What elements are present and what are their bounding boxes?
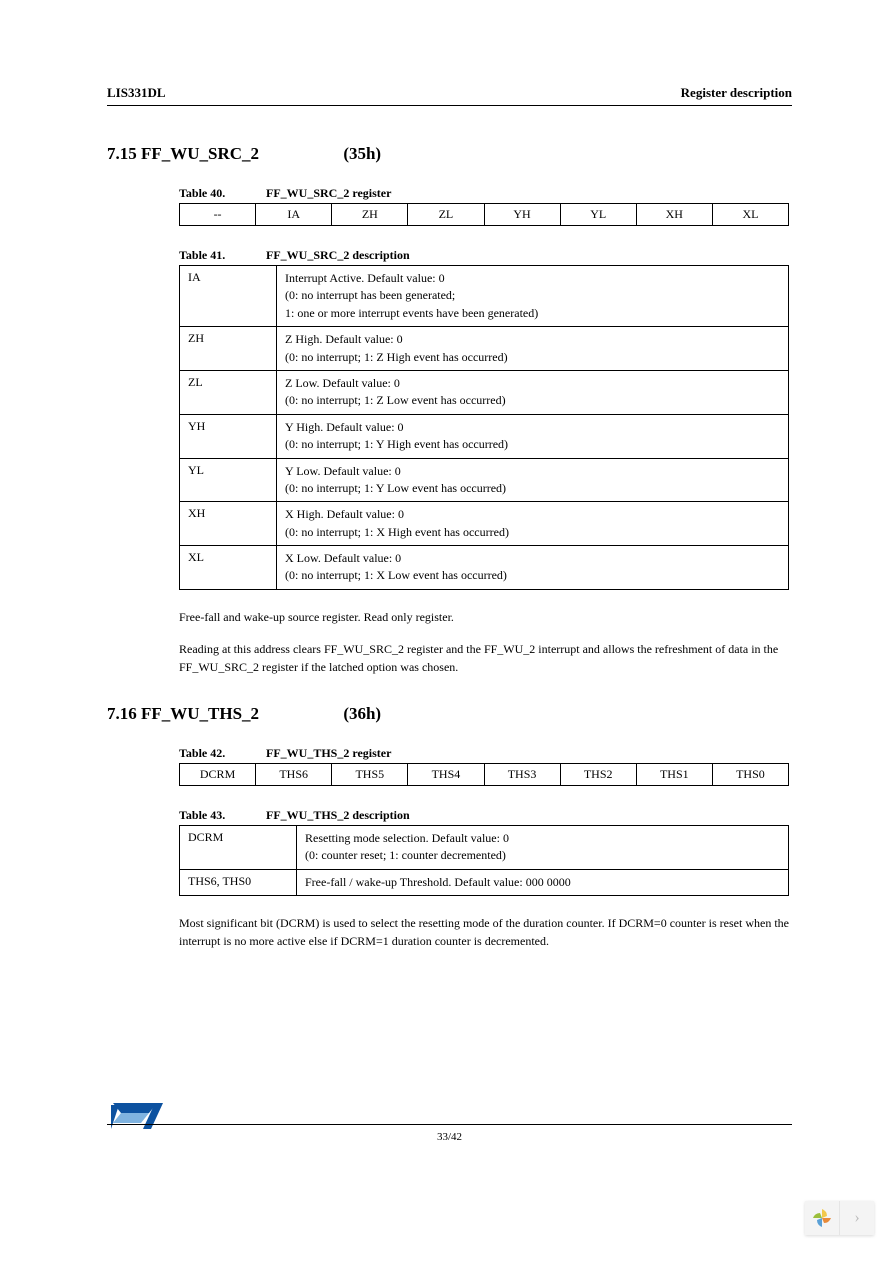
- table-caption-title: FF_WU_THS_2 register: [266, 746, 391, 760]
- page: LIS331DL Register description 7.15 FF_WU…: [0, 0, 892, 1263]
- table-caption-title: FF_WU_SRC_2 register: [266, 186, 391, 200]
- bit-cell: XH: [636, 204, 712, 226]
- section-num: 7.15: [107, 144, 137, 163]
- table-row: YH Y High. Default value: 0 (0: no inter…: [180, 414, 789, 458]
- bit-cell: THS2: [560, 763, 636, 785]
- table43-caption: Table 43. FF_WU_THS_2 description: [179, 808, 792, 823]
- page-header: LIS331DL Register description: [107, 85, 792, 106]
- section-addr: (35h): [343, 144, 381, 164]
- bit-cell: ZH: [332, 204, 408, 226]
- bit-cell: THS3: [484, 763, 560, 785]
- widget-logo-button[interactable]: [805, 1201, 839, 1235]
- desc-key: IA: [180, 266, 277, 327]
- widget-next-button[interactable]: ›: [839, 1201, 874, 1235]
- section-name: FF_WU_THS_2: [141, 704, 259, 723]
- section-heading-7-15: 7.15 FF_WU_SRC_2 (35h): [107, 144, 792, 164]
- desc-val: Z High. Default value: 0 (0: no interrup…: [277, 327, 789, 371]
- table-caption-title: FF_WU_THS_2 description: [266, 808, 410, 822]
- table-row: ZL Z Low. Default value: 0 (0: no interr…: [180, 370, 789, 414]
- table42-caption: Table 42. FF_WU_THS_2 register: [179, 746, 792, 761]
- section-num: 7.16: [107, 704, 137, 723]
- paragraph: Free-fall and wake-up source register. R…: [179, 608, 789, 626]
- bit-cell: ZL: [408, 204, 484, 226]
- paragraph: Reading at this address clears FF_WU_SRC…: [179, 640, 789, 676]
- desc-key: XH: [180, 502, 277, 546]
- section1-content: Table 40. FF_WU_SRC_2 register -- IA ZH …: [179, 186, 792, 676]
- bit-cell: IA: [256, 204, 332, 226]
- chevron-right-icon: ›: [854, 1209, 859, 1227]
- desc-val: X Low. Default value: 0 (0: no interrupt…: [277, 546, 789, 590]
- desc-val: X High. Default value: 0 (0: no interrup…: [277, 502, 789, 546]
- section2-content: Table 42. FF_WU_THS_2 register DCRM THS6…: [179, 746, 792, 950]
- table-row: ZH Z High. Default value: 0 (0: no inter…: [180, 327, 789, 371]
- table-row: DCRM THS6 THS5 THS4 THS3 THS2 THS1 THS0: [180, 763, 789, 785]
- bit-cell: XL: [712, 204, 788, 226]
- desc-val: Z Low. Default value: 0 (0: no interrupt…: [277, 370, 789, 414]
- desc-val: Resetting mode selection. Default value:…: [297, 825, 789, 869]
- table-caption-num: Table 42.: [179, 746, 263, 761]
- desc-val: Y Low. Default value: 0 (0: no interrupt…: [277, 458, 789, 502]
- bit-cell: YH: [484, 204, 560, 226]
- bit-cell: --: [180, 204, 256, 226]
- desc-val: Y High. Default value: 0 (0: no interrup…: [277, 414, 789, 458]
- desc-key: ZL: [180, 370, 277, 414]
- table41: IA Interrupt Active. Default value: 0 (0…: [179, 265, 789, 590]
- table-row: -- IA ZH ZL YH YL XH XL: [180, 204, 789, 226]
- desc-key: YL: [180, 458, 277, 502]
- table43: DCRM Resetting mode selection. Default v…: [179, 825, 789, 896]
- desc-key: ZH: [180, 327, 277, 371]
- header-right: Register description: [681, 85, 792, 101]
- bit-cell: THS4: [408, 763, 484, 785]
- bit-cell: YL: [560, 204, 636, 226]
- table40: -- IA ZH ZL YH YL XH XL: [179, 203, 789, 226]
- section-name: FF_WU_SRC_2: [141, 144, 259, 163]
- page-number: 33/42: [107, 1131, 792, 1143]
- section-heading-7-16: 7.16 FF_WU_THS_2 (36h): [107, 704, 792, 724]
- table-caption-num: Table 41.: [179, 248, 263, 263]
- table-row: YL Y Low. Default value: 0 (0: no interr…: [180, 458, 789, 502]
- pinwheel-icon: [811, 1207, 833, 1229]
- bit-cell: THS6: [256, 763, 332, 785]
- bit-cell: DCRM: [180, 763, 256, 785]
- table41-caption: Table 41. FF_WU_SRC_2 description: [179, 248, 792, 263]
- table-row: THS6, THS0 Free-fall / wake-up Threshold…: [180, 869, 789, 895]
- desc-val: Free-fall / wake-up Threshold. Default v…: [297, 869, 789, 895]
- table-row: XL X Low. Default value: 0 (0: no interr…: [180, 546, 789, 590]
- table-caption-title: FF_WU_SRC_2 description: [266, 248, 410, 262]
- header-left: LIS331DL: [107, 85, 166, 101]
- page-footer: 33/42: [107, 1124, 792, 1143]
- viewer-widget: ›: [805, 1201, 874, 1235]
- bit-cell: THS5: [332, 763, 408, 785]
- desc-key: THS6, THS0: [180, 869, 297, 895]
- desc-key: XL: [180, 546, 277, 590]
- table42: DCRM THS6 THS5 THS4 THS3 THS2 THS1 THS0: [179, 763, 789, 786]
- section-addr: (36h): [343, 704, 381, 724]
- table-row: DCRM Resetting mode selection. Default v…: [180, 825, 789, 869]
- desc-key: DCRM: [180, 825, 297, 869]
- desc-val: Interrupt Active. Default value: 0 (0: n…: [277, 266, 789, 327]
- bit-cell: THS0: [712, 763, 788, 785]
- table40-caption: Table 40. FF_WU_SRC_2 register: [179, 186, 792, 201]
- table-row: IA Interrupt Active. Default value: 0 (0…: [180, 266, 789, 327]
- table-caption-num: Table 40.: [179, 186, 263, 201]
- paragraph: Most significant bit (DCRM) is used to s…: [179, 914, 789, 950]
- table-row: XH X High. Default value: 0 (0: no inter…: [180, 502, 789, 546]
- desc-key: YH: [180, 414, 277, 458]
- bit-cell: THS1: [636, 763, 712, 785]
- table-caption-num: Table 43.: [179, 808, 263, 823]
